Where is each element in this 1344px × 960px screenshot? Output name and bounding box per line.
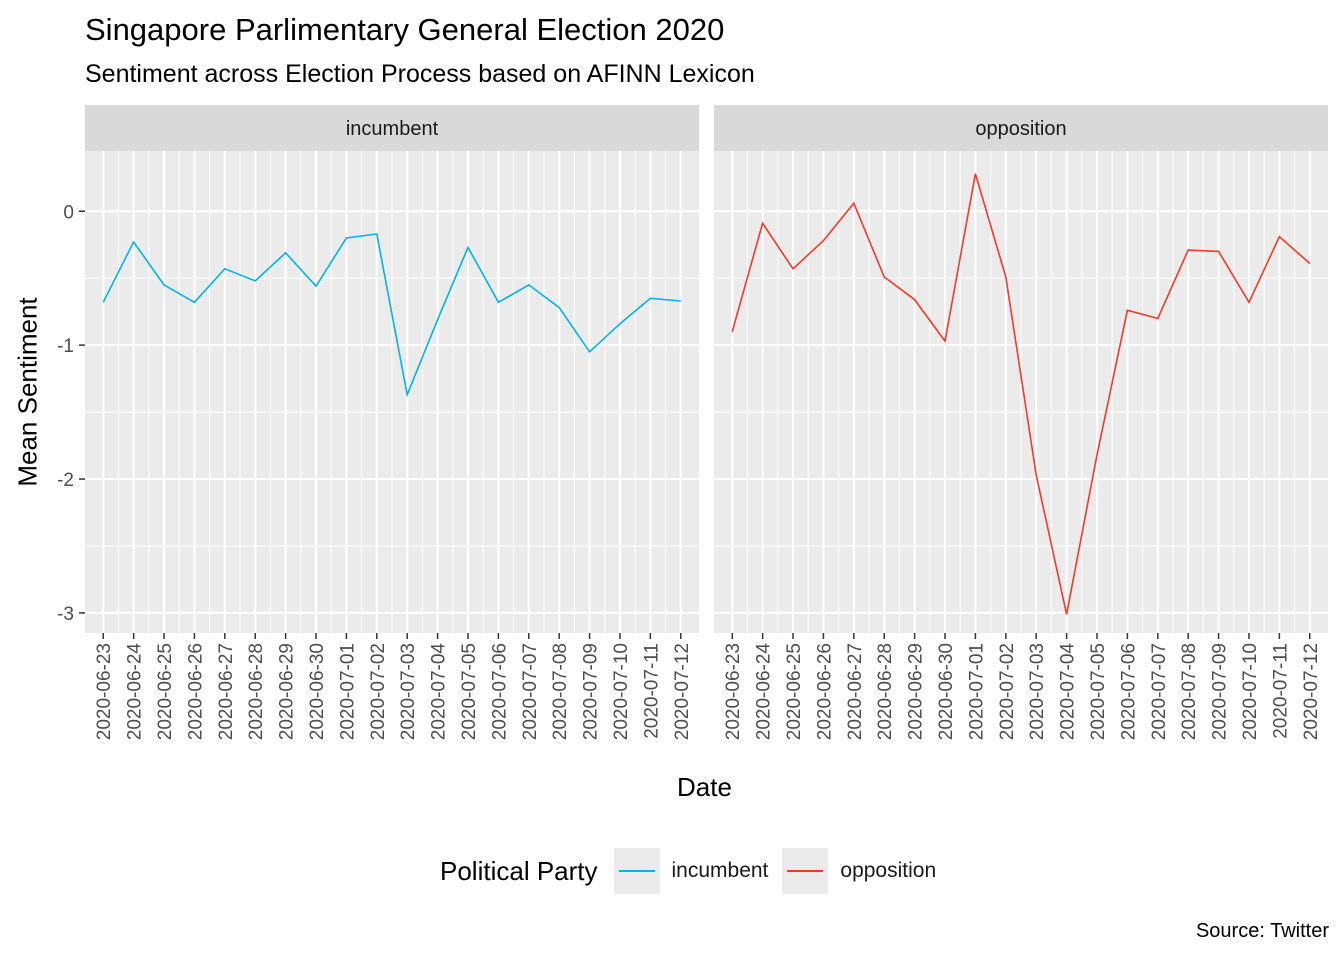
x-tick-label: 2020-07-12 [672, 643, 693, 740]
y-tick-label: -2 [57, 470, 74, 491]
x-tick-label: 2020-07-08 [550, 643, 571, 740]
x-tick-label: 2020-07-04 [429, 643, 450, 741]
x-tick-label: 2020-06-30 [936, 643, 957, 740]
x-tick-label: 2020-07-07 [1149, 643, 1170, 740]
x-tick-label: 2020-06-23 [94, 643, 115, 740]
legend-swatch-incumbent [618, 870, 655, 872]
legend-key-opposition [782, 848, 829, 894]
legend-item-incumbent: incumbent [613, 848, 769, 894]
series-line-incumbent [102, 233, 681, 398]
x-tick-label: 2020-07-11 [1270, 643, 1291, 739]
facet-strip-incumbent [85, 105, 699, 151]
legend-swatch-opposition [787, 870, 824, 872]
x-tick-label: 2020-07-03 [398, 643, 419, 740]
x-tick-label: 2020-06-26 [814, 643, 835, 740]
x-tick-label: 2020-07-02 [368, 643, 389, 740]
x-tick-label: 2020-06-26 [185, 643, 206, 740]
x-tick-label: 2020-07-06 [489, 643, 510, 740]
legend: Political Party incumbent opposition [440, 848, 950, 894]
x-tick-label: 2020-07-11 [641, 643, 662, 739]
x-tick-label: 2020-07-10 [1240, 643, 1261, 740]
chart-title: Singapore Parlimentary General Election … [85, 12, 725, 47]
x-tick-label: 2020-07-05 [1088, 643, 1109, 740]
legend-label-opposition: opposition [840, 859, 937, 882]
x-tick-label: 2020-07-04 [1058, 643, 1079, 741]
y-axis-label: Mean Sentiment [12, 297, 43, 487]
y-tick-label: -3 [57, 604, 74, 625]
x-tick-label: 2020-06-24 [754, 643, 775, 741]
x-tick-label: 2020-06-28 [875, 643, 896, 740]
x-tick-label: 2020-06-30 [307, 643, 328, 740]
x-tick-label: 2020-07-01 [337, 643, 358, 740]
facet-label-opposition: opposition [975, 118, 1066, 140]
x-tick-label: 2020-07-08 [1179, 643, 1200, 740]
facet-label-incumbent: incumbent [346, 118, 439, 140]
x-tick-label: 2020-07-09 [581, 643, 602, 740]
x-tick-label: 2020-07-10 [611, 643, 632, 740]
x-tick-label: 2020-07-03 [1027, 643, 1048, 740]
chart-caption: Source: Twitter [1195, 920, 1329, 942]
x-tick-label: 2020-07-02 [997, 643, 1018, 740]
x-tick-label: 2020-06-27 [845, 643, 866, 740]
legend-label-incumbent: incumbent [671, 859, 769, 882]
x-tick-label: 2020-07-09 [1210, 643, 1231, 740]
x-tick-label: 2020-06-24 [125, 643, 146, 741]
y-tick-label: -1 [57, 336, 74, 357]
x-tick-label: 2020-07-12 [1301, 643, 1322, 740]
x-tick-label: 2020-06-27 [216, 643, 237, 740]
x-tick-label: 2020-06-29 [277, 643, 298, 740]
x-axis-label: Date [677, 772, 732, 802]
x-tick-label: 2020-06-25 [155, 643, 176, 740]
x-tick-label: 2020-06-29 [906, 643, 927, 740]
legend-key-incumbent [613, 848, 660, 894]
x-tick-label: 2020-06-23 [723, 643, 744, 740]
y-tick-label: 0 [63, 202, 74, 223]
chart-subtitle: Sentiment across Election Process based … [85, 60, 755, 88]
x-tick-label: 2020-07-07 [520, 643, 541, 740]
x-tick-label: 2020-06-25 [784, 643, 805, 740]
series-line-opposition [731, 173, 1311, 615]
legend-title: Political Party [440, 855, 598, 886]
x-tick-label: 2020-06-28 [246, 643, 267, 740]
x-tick-label: 2020-07-05 [459, 643, 480, 740]
x-tick-label: 2020-07-06 [1118, 643, 1139, 740]
facet-strip-opposition [714, 105, 1328, 151]
x-tick-label: 2020-07-01 [966, 643, 987, 740]
legend-item-opposition: opposition [782, 848, 936, 894]
